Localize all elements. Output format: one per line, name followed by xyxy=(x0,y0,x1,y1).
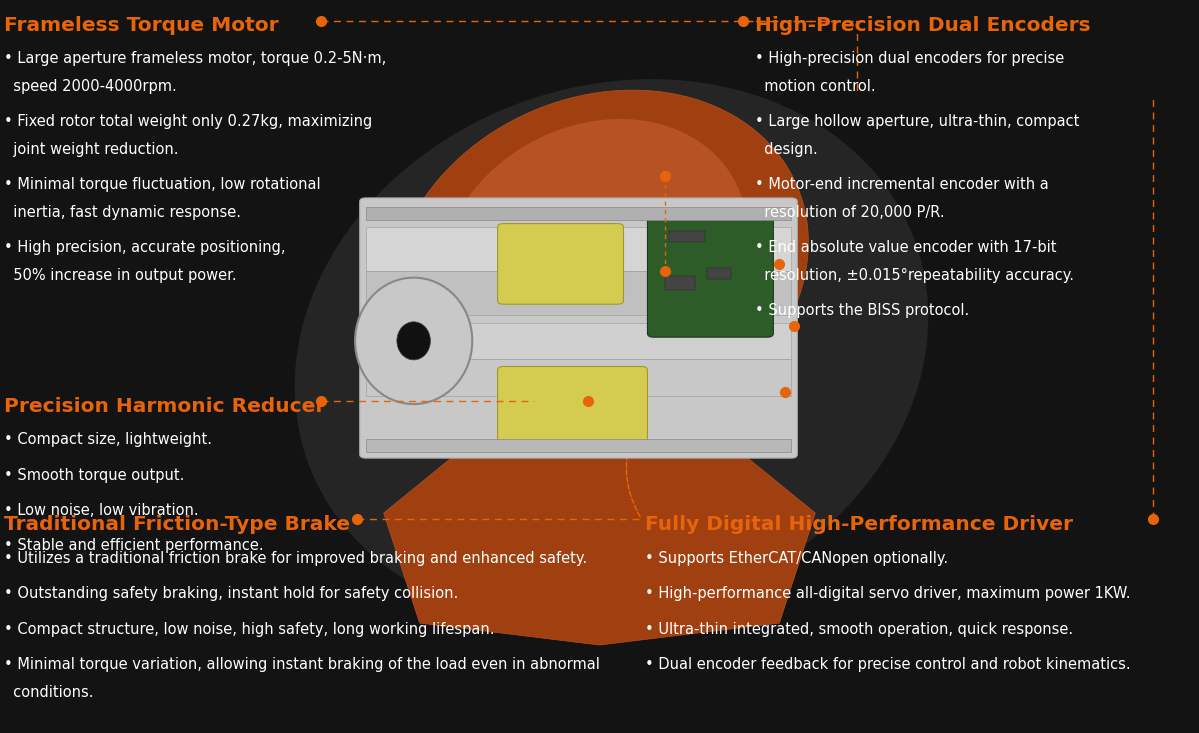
Text: High-Precision Dual Encoders: High-Precision Dual Encoders xyxy=(755,16,1091,35)
FancyBboxPatch shape xyxy=(498,366,647,443)
Text: • Large aperture frameless motor, torque 0.2-5N·m,: • Large aperture frameless motor, torque… xyxy=(4,51,386,66)
Text: • High precision, accurate positioning,: • High precision, accurate positioning, xyxy=(4,240,285,255)
Ellipse shape xyxy=(397,322,430,360)
Polygon shape xyxy=(384,440,815,645)
Text: • Dual encoder feedback for precise control and robot kinematics.: • Dual encoder feedback for precise cont… xyxy=(645,657,1131,671)
Ellipse shape xyxy=(403,330,424,352)
FancyBboxPatch shape xyxy=(707,268,731,279)
Text: • Large hollow aperture, ultra-thin, compact: • Large hollow aperture, ultra-thin, com… xyxy=(755,114,1080,129)
Text: Frameless Torque Motor: Frameless Torque Motor xyxy=(4,16,278,35)
Text: • Ultra-thin integrated, smooth operation, quick response.: • Ultra-thin integrated, smooth operatio… xyxy=(645,622,1073,636)
Text: • Stable and efficient performance.: • Stable and efficient performance. xyxy=(4,538,264,553)
Text: • High-precision dual encoders for precise: • High-precision dual encoders for preci… xyxy=(755,51,1065,66)
Text: • Utilizes a traditional friction brake for improved braking and enhanced safety: • Utilizes a traditional friction brake … xyxy=(4,551,586,566)
Text: • Minimal torque variation, allowing instant braking of the load even in abnorma: • Minimal torque variation, allowing ins… xyxy=(4,657,600,671)
Text: • End absolute value encoder with 17-bit: • End absolute value encoder with 17-bit xyxy=(755,240,1056,255)
Text: • High-performance all-digital servo driver, maximum power 1KW.: • High-performance all-digital servo dri… xyxy=(645,586,1131,601)
FancyBboxPatch shape xyxy=(647,216,773,337)
FancyBboxPatch shape xyxy=(366,323,791,359)
Ellipse shape xyxy=(391,90,808,452)
Ellipse shape xyxy=(440,119,747,394)
Ellipse shape xyxy=(380,305,447,377)
Ellipse shape xyxy=(295,79,928,625)
FancyBboxPatch shape xyxy=(498,224,623,304)
Ellipse shape xyxy=(368,291,459,390)
Ellipse shape xyxy=(393,319,434,363)
Text: 50% increase in output power.: 50% increase in output power. xyxy=(4,268,236,283)
Text: • Smooth torque output.: • Smooth torque output. xyxy=(4,468,183,482)
Text: Traditional Friction-Type Brake: Traditional Friction-Type Brake xyxy=(4,515,350,534)
FancyBboxPatch shape xyxy=(366,359,791,396)
FancyBboxPatch shape xyxy=(366,271,791,315)
Text: design.: design. xyxy=(755,142,818,157)
FancyBboxPatch shape xyxy=(360,198,797,458)
FancyBboxPatch shape xyxy=(366,207,791,220)
Text: • Minimal torque fluctuation, low rotational: • Minimal torque fluctuation, low rotati… xyxy=(4,177,320,192)
FancyBboxPatch shape xyxy=(366,439,791,452)
Text: resolution of 20,000 P/R.: resolution of 20,000 P/R. xyxy=(755,205,945,220)
Text: speed 2000-4000rpm.: speed 2000-4000rpm. xyxy=(4,79,176,94)
Text: • Supports EtherCAT/CANopen optionally.: • Supports EtherCAT/CANopen optionally. xyxy=(645,551,948,566)
Text: joint weight reduction.: joint weight reduction. xyxy=(4,142,179,157)
Text: Fully Digital High-Performance Driver: Fully Digital High-Performance Driver xyxy=(645,515,1073,534)
Text: • Motor-end incremental encoder with a: • Motor-end incremental encoder with a xyxy=(755,177,1049,192)
Text: motion control.: motion control. xyxy=(755,79,876,94)
Text: Precision Harmonic Reducer: Precision Harmonic Reducer xyxy=(4,397,325,416)
Text: • Compact size, lightweight.: • Compact size, lightweight. xyxy=(4,432,211,447)
Text: • Outstanding safety braking, instant hold for safety collision.: • Outstanding safety braking, instant ho… xyxy=(4,586,458,601)
Text: • Supports the BISS protocol.: • Supports the BISS protocol. xyxy=(755,303,970,318)
Text: resolution, ±0.015°repeatability accuracy.: resolution, ±0.015°repeatability accurac… xyxy=(755,268,1074,283)
FancyBboxPatch shape xyxy=(669,231,705,242)
Ellipse shape xyxy=(355,278,472,404)
Text: inertia, fast dynamic response.: inertia, fast dynamic response. xyxy=(4,205,241,220)
FancyBboxPatch shape xyxy=(665,276,695,290)
FancyBboxPatch shape xyxy=(366,227,791,271)
Text: • Low noise, low vibration.: • Low noise, low vibration. xyxy=(4,503,198,517)
Text: • Compact structure, low noise, high safety, long working lifespan.: • Compact structure, low noise, high saf… xyxy=(4,622,494,636)
Text: conditions.: conditions. xyxy=(4,685,94,699)
Text: • Fixed rotor total weight only 0.27kg, maximizing: • Fixed rotor total weight only 0.27kg, … xyxy=(4,114,372,129)
